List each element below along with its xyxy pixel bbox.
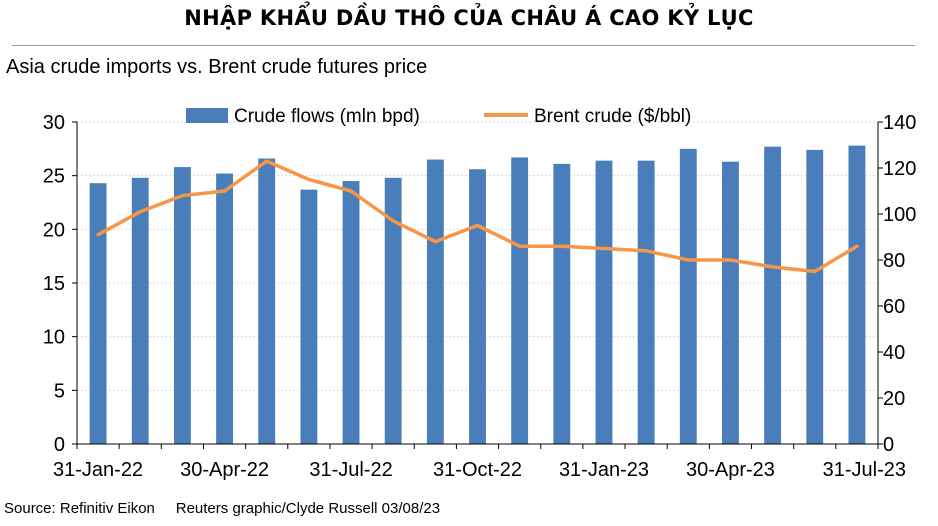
legend-label-bars: Crude flows (mln bpd): [234, 106, 420, 127]
right-tick-label: 80: [883, 250, 905, 272]
bar: [342, 181, 360, 445]
bar: [848, 145, 866, 444]
left-tick-label: 15: [43, 273, 65, 295]
bar: [511, 157, 529, 445]
x-tick-label: 31-Jul-23: [823, 459, 906, 481]
left-tick-label: 25: [43, 166, 65, 188]
left-tick-label: 5: [54, 380, 65, 402]
bar: [426, 159, 444, 445]
bar: [131, 177, 149, 444]
bar: [469, 169, 486, 444]
legend-label-line: Brent crude ($/bbl): [534, 106, 691, 127]
bar-series: [89, 145, 866, 445]
x-tick-label: 31-Jan-22: [53, 459, 143, 481]
credit-label: Reuters graphic/Clyde Russell 03/08/23: [175, 500, 441, 517]
left-tick-label: 0: [54, 434, 65, 456]
legend-swatch-bars: [186, 108, 228, 123]
bar: [89, 183, 107, 444]
brent-line: [96, 159, 859, 274]
bar: [806, 149, 824, 444]
bar: [595, 160, 613, 444]
right-tick-label: 0: [883, 434, 894, 456]
bar: [722, 161, 739, 445]
bar: [679, 148, 697, 445]
bar: [258, 158, 276, 444]
axes: 0 5 10 15 20 25 30 0 20 40 60 80 100 120 140 31-Jan-22 3…: [43, 112, 917, 481]
left-tick-label: 30: [43, 112, 65, 134]
left-tick-label: 10: [43, 327, 65, 349]
chart-title: Asia crude imports vs. Brent crude futur…: [6, 56, 428, 78]
bar: [764, 146, 782, 445]
x-tick-label: 30-Apr-22: [180, 459, 269, 481]
x-tick-label: 31-Jan-23: [559, 459, 649, 481]
bar: [384, 177, 402, 444]
bar: [553, 163, 571, 445]
x-tick-label: 31-Jul-22: [309, 459, 392, 481]
right-tick-label: 100: [883, 204, 916, 226]
bar: [637, 160, 655, 444]
right-tick-label: 120: [883, 158, 916, 180]
headline: NHẬP KHẨU DẦU THÔ CỦA CHÂU Á CAO KỶ LỤC: [184, 6, 754, 30]
bar: [173, 167, 191, 444]
legend: Crude flows (mln bpd) Brent crude ($/bbl): [186, 106, 691, 127]
line-series: [96, 159, 859, 274]
x-tick-label: 31-Oct-22: [433, 459, 522, 481]
bar: [216, 173, 233, 444]
left-tick-label: 20: [43, 219, 65, 241]
divider: [12, 45, 915, 46]
right-tick-label: 60: [883, 296, 905, 318]
right-tick-label: 20: [883, 388, 905, 410]
source-note: Source: Refinitiv Eikon Reuters graphic/…: [4, 500, 440, 517]
x-tick-label: 30-Apr-23: [686, 459, 775, 481]
bar: [300, 189, 318, 444]
right-tick-label: 140: [883, 112, 916, 134]
right-tick-label: 40: [883, 342, 905, 364]
source-label: Source: Refinitiv Eikon: [4, 500, 155, 517]
